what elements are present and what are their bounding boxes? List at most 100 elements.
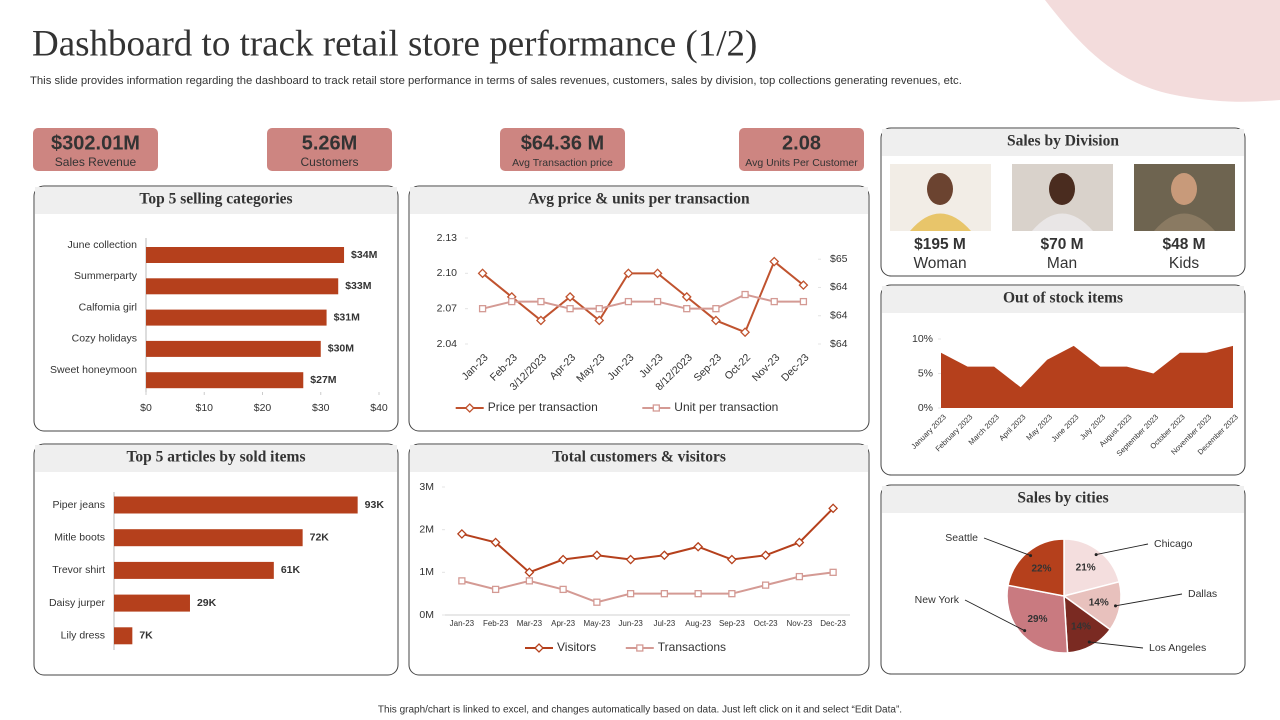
point [794, 537, 805, 548]
leader-tip [1087, 640, 1091, 644]
point [624, 297, 633, 306]
x-tick-label: Sep-23 [719, 619, 745, 628]
point [799, 297, 808, 306]
x-tick-label: Feb-23 [483, 619, 509, 628]
bar [114, 627, 133, 645]
value-label: 93K [365, 499, 385, 511]
division-value: $195 M [914, 236, 966, 253]
leader-tip [1023, 629, 1027, 633]
panel-header [410, 445, 868, 472]
bar [114, 496, 358, 514]
x-tick-label: Aug-23 [685, 619, 711, 628]
kpi-box [33, 128, 158, 171]
x-tick-label: Mar-23 [517, 619, 543, 628]
y-tick-label: 1M [419, 566, 434, 578]
x-tick-label: Jun-23 [618, 619, 643, 628]
leader-line [1096, 543, 1149, 556]
bar [114, 561, 274, 579]
kpi-value: $302.01M [51, 132, 140, 154]
kpi-label: Avg Units Per Customer [745, 157, 858, 169]
leader-line [983, 537, 1031, 557]
point [728, 590, 736, 598]
y2-tick-label: $65 [830, 253, 848, 265]
category-label: Seattle [945, 532, 978, 544]
page-subtitle: This slide provides information regardin… [30, 75, 962, 87]
bar [146, 340, 321, 357]
point [798, 280, 809, 291]
point [652, 268, 663, 279]
point [760, 550, 771, 561]
y2-tick-label: $64 [830, 281, 848, 293]
leader-line [1115, 593, 1183, 607]
point [490, 537, 501, 548]
point [456, 529, 467, 539]
leader-line [964, 599, 1025, 632]
kpi-value: 2.08 [782, 132, 821, 154]
legend-label: Visitors [557, 640, 596, 654]
panel-title: Sales by Division [1007, 133, 1119, 150]
division-label: Kids [1169, 255, 1199, 272]
panel-title: Top 5 articles by sold items [127, 449, 306, 466]
legend-marker [636, 644, 644, 652]
legend-marker [464, 403, 475, 413]
x-tick-label: Dec-23 [820, 619, 846, 628]
series-line [481, 259, 805, 334]
panel-title: Total customers & visitors [552, 449, 726, 466]
slice-value-label: 14% [1089, 597, 1109, 608]
value-label: 29K [197, 597, 217, 609]
point [535, 315, 546, 326]
y-tick-label: 2M [419, 523, 434, 535]
point [795, 572, 804, 581]
kpi-label: Avg Transaction price [512, 157, 613, 169]
category-label: Sweet honeymoon [50, 364, 137, 376]
panel [408, 443, 870, 676]
value-label: 7K [139, 630, 153, 642]
point [591, 550, 602, 561]
panel-header [882, 486, 1244, 513]
decor-blob [1045, 0, 1280, 102]
x-tick-label: Nov-23 [786, 619, 812, 628]
page-footer: This graph/chart is linked to excel, and… [378, 705, 902, 716]
slice-value-label: 14% [1071, 622, 1091, 633]
slice-value-label: 22% [1031, 563, 1051, 574]
category-label: Calfomia girl [79, 301, 137, 313]
x-tick-label: May-23 [584, 619, 611, 628]
y2-tick-label: $64 [830, 310, 848, 322]
bar [146, 372, 304, 389]
value-label: 61K [281, 564, 301, 576]
kpi-box [267, 128, 392, 171]
category-label: Mitle boots [54, 531, 105, 543]
category-label: Summerparty [74, 270, 138, 282]
point [623, 268, 634, 279]
y-tick-label: 0M [419, 609, 434, 621]
panel-header [35, 445, 397, 472]
slice-value-label: 29% [1027, 614, 1047, 625]
point [726, 554, 737, 565]
value-label: $27M [310, 374, 337, 386]
bar [146, 309, 327, 326]
category-label: Dallas [1188, 588, 1217, 600]
leader-tip [1094, 553, 1098, 557]
bar [146, 247, 345, 263]
point [626, 590, 635, 598]
photo-head [927, 173, 953, 205]
photo-body [1032, 213, 1093, 231]
category-label: Daisy jurper [49, 597, 106, 609]
point [537, 297, 545, 306]
legend-label: Price per transaction [488, 400, 598, 414]
panel-title: Sales by cities [1017, 490, 1108, 507]
leader-tip [1114, 604, 1118, 608]
panel-header [882, 286, 1244, 313]
point [508, 297, 516, 306]
point [770, 297, 778, 306]
point [693, 541, 704, 552]
photo-body [910, 213, 971, 231]
x-tick-label: $0 [140, 402, 152, 414]
point [659, 550, 670, 561]
category-label: June collection [68, 239, 138, 251]
point [477, 268, 488, 279]
x-tick-label: $30 [312, 402, 330, 414]
point [625, 554, 636, 565]
point [653, 297, 662, 306]
